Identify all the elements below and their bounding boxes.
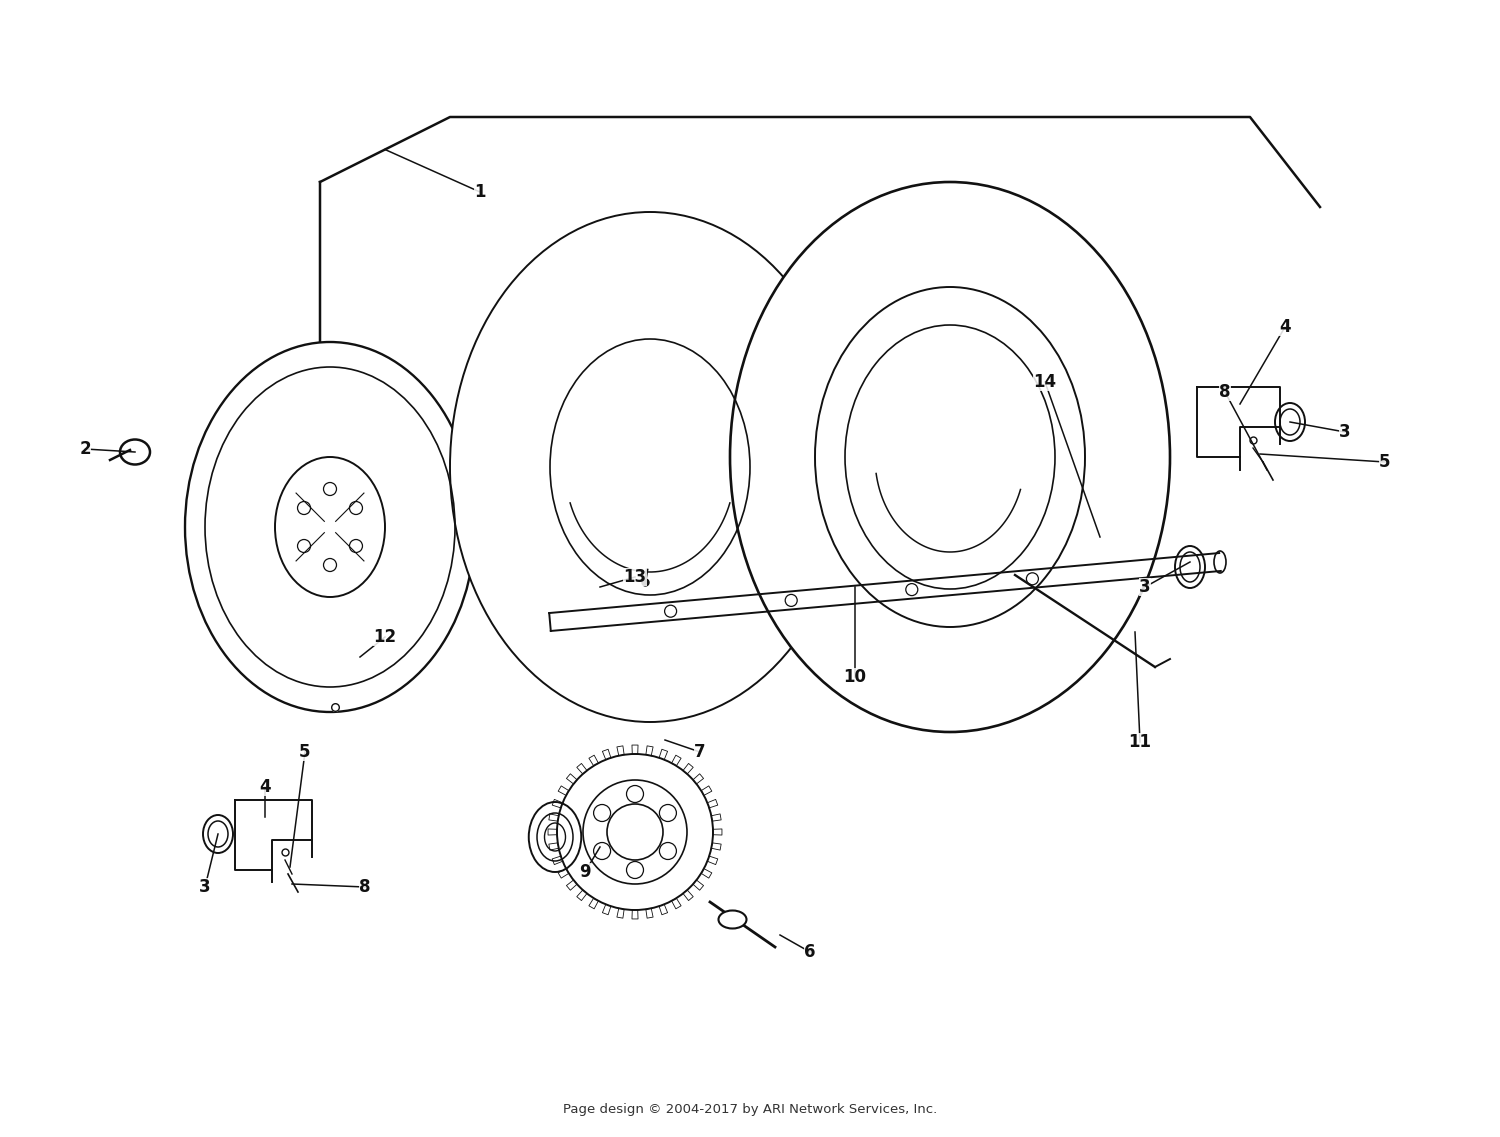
Text: 2: 2 bbox=[80, 440, 92, 458]
Circle shape bbox=[556, 754, 712, 910]
Ellipse shape bbox=[450, 211, 850, 722]
Ellipse shape bbox=[718, 911, 747, 929]
Text: 5: 5 bbox=[298, 742, 310, 761]
Circle shape bbox=[594, 805, 610, 822]
Circle shape bbox=[627, 862, 644, 879]
Text: 11: 11 bbox=[1128, 733, 1152, 752]
Text: 10: 10 bbox=[843, 669, 867, 686]
Text: 3: 3 bbox=[200, 878, 211, 896]
Text: ARI: ARI bbox=[537, 480, 963, 694]
Text: 9: 9 bbox=[579, 863, 591, 881]
Circle shape bbox=[1026, 573, 1038, 584]
Text: 5: 5 bbox=[1380, 453, 1390, 471]
Text: 4: 4 bbox=[1280, 318, 1292, 337]
Circle shape bbox=[906, 583, 918, 596]
Circle shape bbox=[784, 595, 796, 606]
Ellipse shape bbox=[730, 182, 1170, 732]
Text: 8: 8 bbox=[1220, 383, 1230, 401]
Circle shape bbox=[594, 843, 610, 860]
Text: 3: 3 bbox=[1340, 423, 1352, 441]
Text: 13: 13 bbox=[624, 568, 646, 586]
Text: 8: 8 bbox=[360, 878, 370, 896]
Text: 6: 6 bbox=[804, 943, 816, 961]
Text: 12: 12 bbox=[374, 628, 396, 646]
Text: 14: 14 bbox=[1034, 373, 1056, 391]
Circle shape bbox=[660, 843, 676, 860]
Ellipse shape bbox=[184, 342, 476, 712]
Text: Page design © 2004-2017 by ARI Network Services, Inc.: Page design © 2004-2017 by ARI Network S… bbox=[562, 1103, 938, 1115]
Circle shape bbox=[660, 805, 676, 822]
Text: 4: 4 bbox=[260, 778, 272, 796]
Text: 1: 1 bbox=[474, 183, 486, 201]
Circle shape bbox=[627, 786, 644, 803]
Circle shape bbox=[664, 605, 676, 617]
Ellipse shape bbox=[1275, 402, 1305, 441]
Ellipse shape bbox=[202, 815, 232, 853]
Text: 3: 3 bbox=[1138, 578, 1150, 596]
Text: 7: 7 bbox=[694, 742, 706, 761]
